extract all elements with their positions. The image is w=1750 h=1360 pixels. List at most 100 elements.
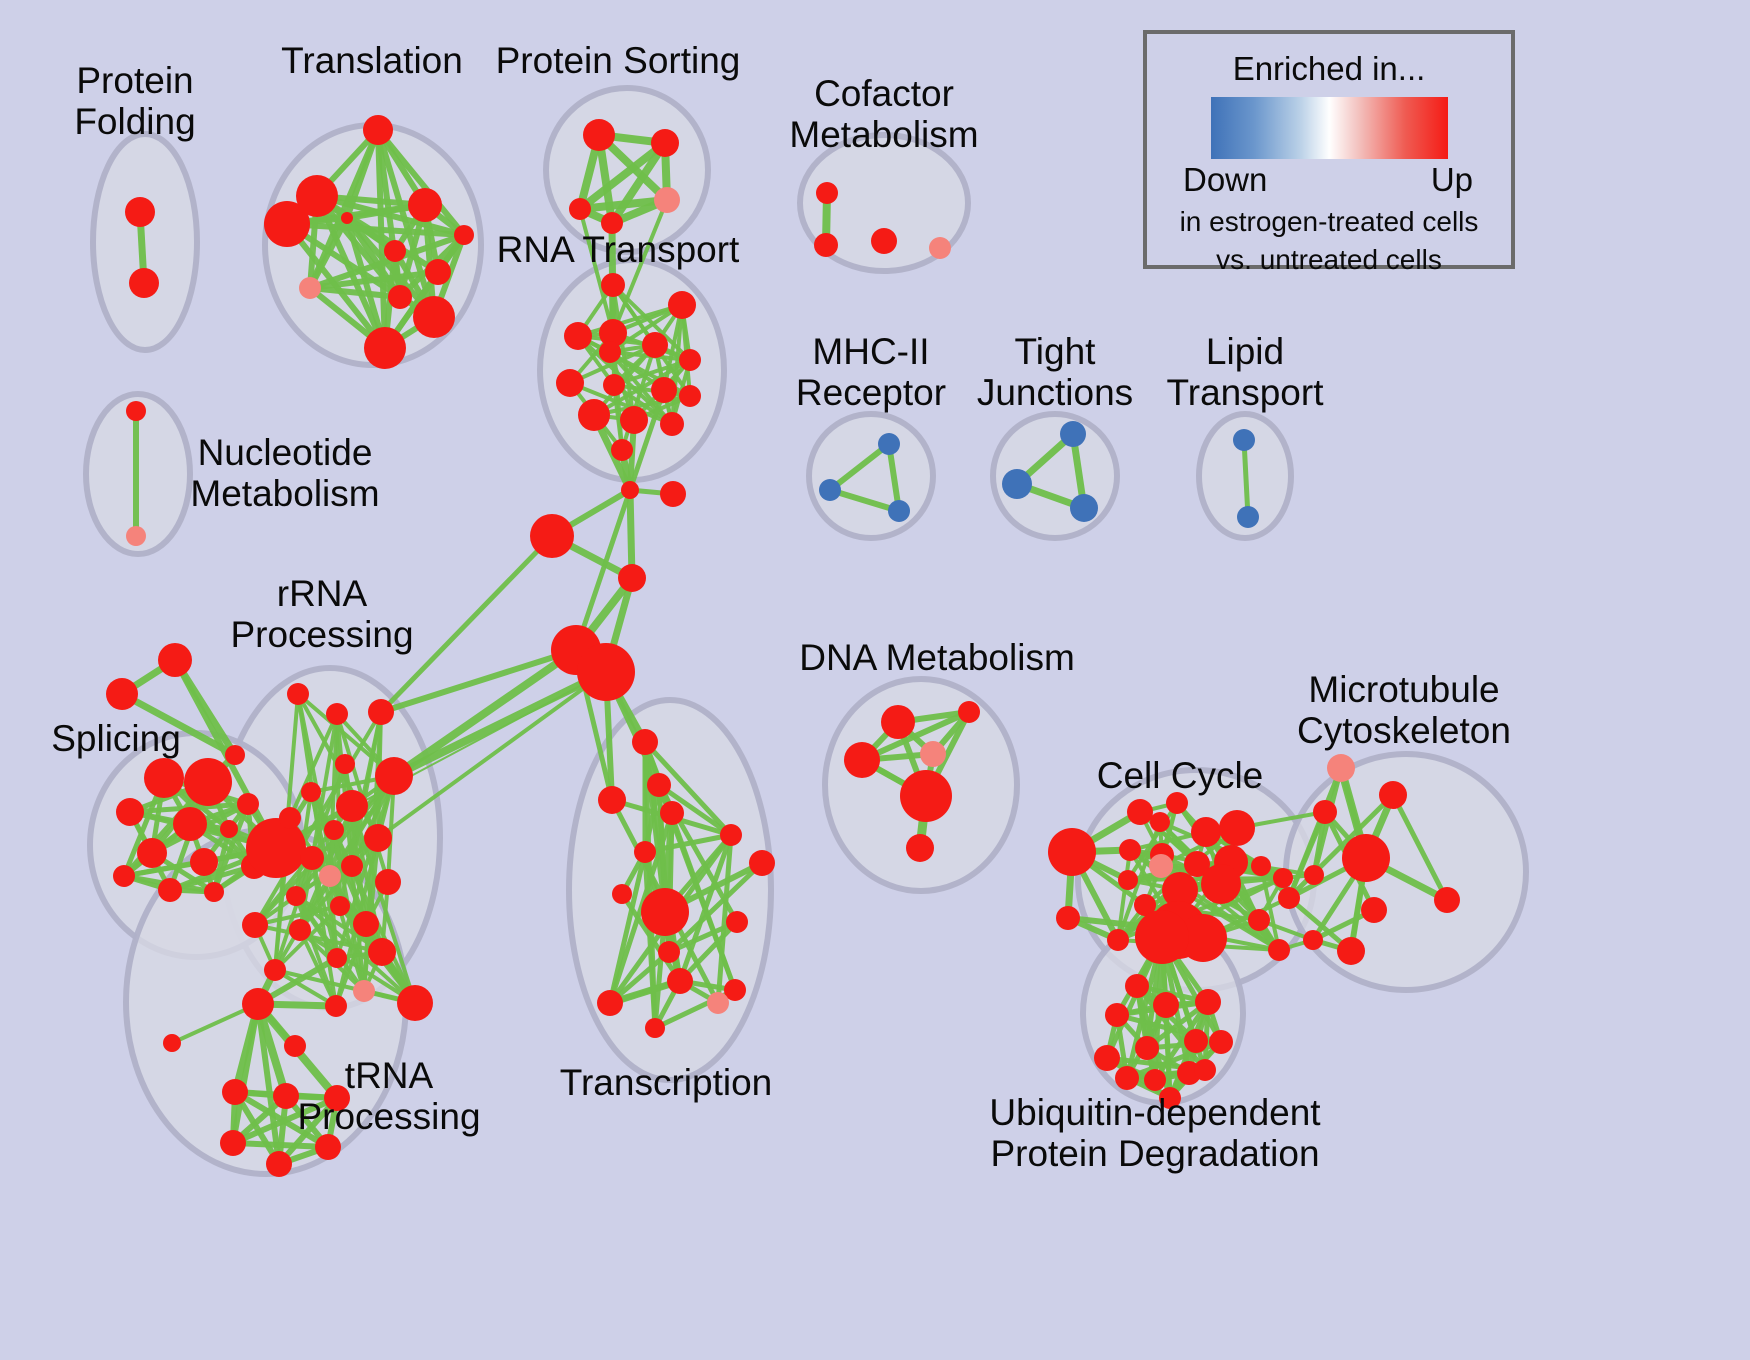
network-node[interactable]: [1237, 506, 1259, 528]
network-node[interactable]: [113, 865, 135, 887]
network-node[interactable]: [184, 758, 232, 806]
network-node[interactable]: [620, 406, 648, 434]
network-node[interactable]: [237, 793, 259, 815]
network-node[interactable]: [871, 228, 897, 254]
network-node[interactable]: [569, 198, 591, 220]
network-node[interactable]: [920, 741, 946, 767]
network-node[interactable]: [1303, 930, 1323, 950]
network-node[interactable]: [611, 439, 633, 461]
network-node[interactable]: [651, 377, 677, 403]
network-node[interactable]: [632, 729, 658, 755]
network-node[interactable]: [1313, 800, 1337, 824]
network-node[interactable]: [900, 770, 952, 822]
network-node[interactable]: [1166, 792, 1188, 814]
network-node[interactable]: [1105, 1003, 1129, 1027]
network-node[interactable]: [1434, 887, 1460, 913]
network-node[interactable]: [1379, 781, 1407, 809]
network-node[interactable]: [679, 385, 701, 407]
network-node[interactable]: [364, 824, 392, 852]
network-node[interactable]: [129, 268, 159, 298]
network-node[interactable]: [1135, 1036, 1159, 1060]
network-node[interactable]: [126, 526, 146, 546]
network-node[interactable]: [408, 188, 442, 222]
network-node[interactable]: [1153, 992, 1179, 1018]
network-node[interactable]: [601, 212, 623, 234]
network-node[interactable]: [564, 322, 592, 350]
network-node[interactable]: [530, 514, 574, 558]
network-node[interactable]: [1327, 754, 1355, 782]
network-node[interactable]: [264, 201, 310, 247]
network-node[interactable]: [300, 846, 324, 870]
network-node[interactable]: [1219, 810, 1255, 846]
network-node[interactable]: [1194, 1059, 1216, 1081]
network-node[interactable]: [363, 115, 393, 145]
network-node[interactable]: [814, 233, 838, 257]
network-node[interactable]: [324, 1085, 350, 1111]
network-node[interactable]: [1159, 1087, 1181, 1109]
network-node[interactable]: [1162, 872, 1198, 908]
network-node[interactable]: [158, 878, 182, 902]
network-node[interactable]: [163, 1034, 181, 1052]
network-node[interactable]: [144, 758, 184, 798]
network-node[interactable]: [341, 855, 363, 877]
network-node[interactable]: [660, 801, 684, 825]
network-node[interactable]: [106, 678, 138, 710]
network-node[interactable]: [658, 941, 680, 963]
network-node[interactable]: [1002, 469, 1032, 499]
network-node[interactable]: [327, 948, 347, 968]
network-node[interactable]: [353, 980, 375, 1002]
network-node[interactable]: [375, 757, 413, 795]
network-node[interactable]: [844, 742, 880, 778]
network-node[interactable]: [330, 896, 350, 916]
network-node[interactable]: [1056, 906, 1080, 930]
network-node[interactable]: [906, 834, 934, 862]
network-node[interactable]: [1251, 856, 1271, 876]
network-node[interactable]: [599, 341, 621, 363]
network-node[interactable]: [413, 296, 455, 338]
network-node[interactable]: [1337, 937, 1365, 965]
network-node[interactable]: [364, 327, 406, 369]
network-node[interactable]: [642, 332, 668, 358]
network-node[interactable]: [158, 643, 192, 677]
network-node[interactable]: [1135, 910, 1189, 964]
network-node[interactable]: [368, 938, 396, 966]
network-node[interactable]: [1268, 939, 1290, 961]
network-node[interactable]: [612, 884, 632, 904]
network-node[interactable]: [299, 277, 321, 299]
network-node[interactable]: [220, 1130, 246, 1156]
network-node[interactable]: [707, 992, 729, 1014]
network-node[interactable]: [958, 701, 980, 723]
network-node[interactable]: [242, 988, 274, 1020]
network-node[interactable]: [384, 240, 406, 262]
network-node[interactable]: [279, 807, 301, 829]
network-node[interactable]: [720, 824, 742, 846]
network-node[interactable]: [1191, 817, 1221, 847]
network-node[interactable]: [878, 433, 900, 455]
network-node[interactable]: [397, 985, 433, 1021]
network-node[interactable]: [273, 1083, 299, 1109]
network-node[interactable]: [246, 818, 306, 878]
network-node[interactable]: [583, 119, 615, 151]
network-node[interactable]: [388, 285, 412, 309]
network-node[interactable]: [266, 1151, 292, 1177]
network-node[interactable]: [1273, 868, 1293, 888]
network-node[interactable]: [660, 481, 686, 507]
network-node[interactable]: [1144, 1069, 1166, 1091]
network-node[interactable]: [325, 995, 347, 1017]
network-node[interactable]: [749, 850, 775, 876]
network-node[interactable]: [137, 838, 167, 868]
network-node[interactable]: [1361, 897, 1387, 923]
network-node[interactable]: [1150, 812, 1170, 832]
network-node[interactable]: [621, 481, 639, 499]
network-node[interactable]: [1342, 834, 1390, 882]
network-node[interactable]: [881, 705, 915, 739]
network-node[interactable]: [1119, 839, 1141, 861]
network-node[interactable]: [326, 703, 348, 725]
network-node[interactable]: [336, 790, 368, 822]
network-node[interactable]: [599, 319, 627, 347]
network-node[interactable]: [173, 807, 207, 841]
network-node[interactable]: [286, 886, 306, 906]
network-node[interactable]: [724, 979, 746, 1001]
network-node[interactable]: [888, 500, 910, 522]
network-node[interactable]: [125, 197, 155, 227]
